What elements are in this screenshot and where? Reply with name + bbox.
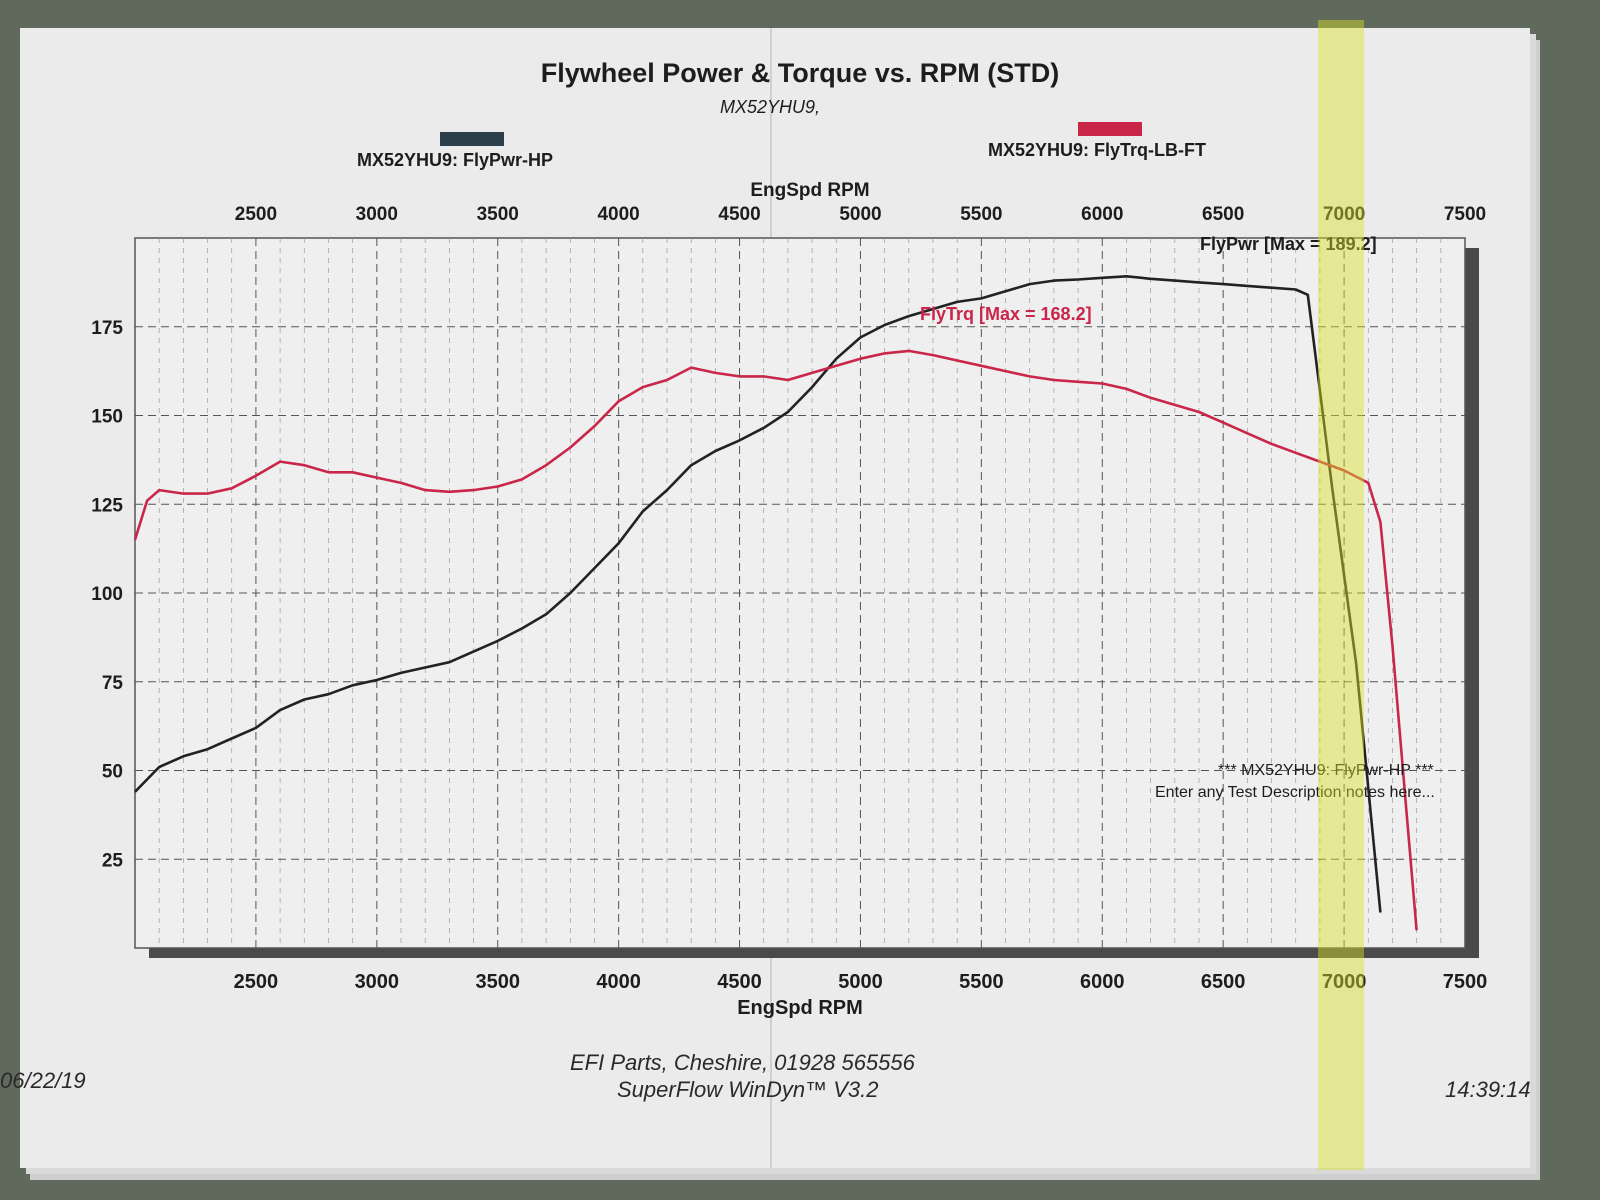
x-tick-label-bottom: 5500 [959, 971, 1004, 993]
x-axis-title-bottom: EngSpd RPM [737, 997, 863, 1019]
footer-date: 06/22/19 [0, 1068, 86, 1093]
x-tick-label-bottom: 7500 [1443, 971, 1488, 993]
x-tick-label-bottom: 6500 [1201, 971, 1246, 993]
highlighter-mark [1318, 20, 1364, 1170]
x-tick-label-bottom: 3500 [475, 971, 520, 993]
x-tick-label-bottom: 2500 [234, 971, 279, 993]
x-tick-label-top: 5000 [839, 204, 881, 225]
x-tick-label-bottom: 3000 [355, 971, 400, 993]
x-tick-label-top: 3000 [356, 204, 398, 225]
power-max-annotation: FlyPwr [Max = 189.2] [1200, 234, 1377, 254]
x-tick-label-bottom: 4500 [717, 971, 762, 993]
footer-time: 14:39:14 [1445, 1077, 1531, 1102]
note-line-1: *** MX52YHU9: FlyPwr-HP *** [1218, 762, 1434, 779]
x-tick-label-bottom: 7000 [1322, 971, 1367, 993]
x-axis-title-top: EngSpd RPM [750, 180, 869, 201]
y-tick-label: 75 [102, 673, 124, 694]
x-tick-label-bottom: 6000 [1080, 971, 1125, 993]
x-tick-label-top: 6000 [1081, 204, 1123, 225]
x-tick-label-bottom: 5000 [838, 971, 883, 993]
x-tick-label-top: 3500 [477, 204, 519, 225]
series-line-torque [133, 349, 1418, 931]
torque-max-annotation: FlyTrq [Max = 168.2] [920, 304, 1092, 324]
x-tick-label-top: 5500 [960, 204, 1002, 225]
y-tick-label: 25 [102, 850, 124, 871]
chart-subtitle: MX52YHU9, [719, 97, 821, 117]
y-tick-label: 150 [91, 407, 123, 428]
y-tick-label: 100 [91, 584, 123, 605]
x-tick-label-top: 4500 [718, 204, 760, 225]
series-line-power [134, 275, 1382, 913]
legend-swatch-torque [1078, 122, 1142, 136]
x-tick-label-top: 7500 [1444, 204, 1486, 225]
x-tick-label-top: 7000 [1323, 204, 1365, 225]
legend-label-power: MX52YHU9: FlyPwr-HP [357, 150, 554, 170]
x-tick-label-top: 2500 [235, 204, 277, 225]
y-tick-label: 175 [91, 318, 123, 339]
x-tick-label-top: 4000 [597, 204, 639, 225]
chart-title: Flywheel Power & Torque vs. RPM (STD) [540, 58, 1060, 88]
x-tick-label-bottom: 4000 [596, 971, 641, 993]
y-tick-label: 125 [91, 495, 123, 516]
legend-label-torque: MX52YHU9: FlyTrq-LB-FT [988, 140, 1207, 160]
note-line-2: Enter any Test Description notes here... [1155, 784, 1435, 801]
legend-swatch-power [440, 132, 504, 146]
footer-company: EFI Parts, Cheshire, 01928 565556 [570, 1050, 915, 1075]
footer-software: SuperFlow WinDyn™ V3.2 [617, 1077, 879, 1102]
y-tick-label: 50 [102, 762, 123, 783]
x-tick-label-top: 6500 [1202, 204, 1244, 225]
